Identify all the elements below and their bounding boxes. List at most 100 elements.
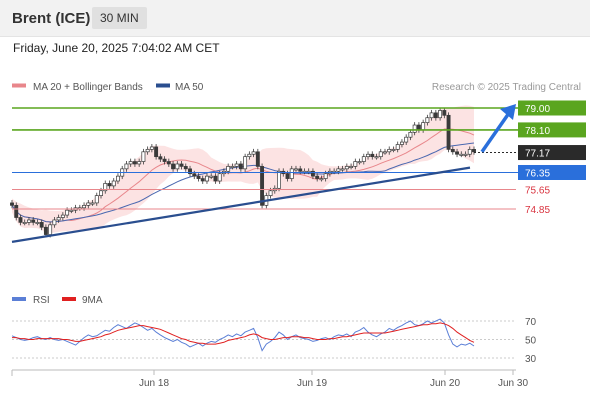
- candle-body: [192, 173, 197, 177]
- level-label: 79.00: [525, 104, 550, 115]
- candle-body: [230, 166, 235, 168]
- candle-body: [205, 175, 209, 182]
- candle-body: [370, 153, 375, 158]
- candle-body: [141, 151, 146, 162]
- candle-body: [31, 219, 36, 223]
- candle-body: [421, 122, 426, 131]
- candle-body: [366, 153, 370, 158]
- candle-body: [226, 166, 231, 172]
- rsi-legend: RSI 9MA: [12, 295, 103, 306]
- level-label: 77.17: [525, 149, 550, 160]
- candle-body: [90, 202, 95, 205]
- candle-body: [52, 219, 57, 226]
- candle-body: [429, 112, 434, 119]
- ma20-legend-label: MA 20 + Bollinger Bands: [33, 82, 143, 93]
- candle-body: [344, 166, 349, 170]
- header-bar: Brent (ICE) 30 MIN: [0, 0, 590, 37]
- ma50-legend-label: MA 50: [175, 82, 204, 93]
- candle-body: [336, 168, 341, 172]
- forecast-arrow-head: [500, 104, 516, 120]
- candle-body: [10, 202, 14, 206]
- candle-body: [298, 168, 303, 172]
- candle-body: [107, 183, 112, 187]
- timeframe-button[interactable]: 30 MIN: [92, 7, 147, 29]
- rsi-line: [11, 318, 475, 352]
- candle-body: [412, 124, 417, 133]
- candle-body: [404, 136, 409, 143]
- candle-body: [56, 217, 61, 221]
- candle-body: [455, 151, 459, 155]
- rsi-ma9-line: [12, 322, 475, 345]
- symbol-title: Brent (ICE): [12, 10, 91, 27]
- candle-body: [408, 131, 413, 138]
- ma50-legend-swatch: [156, 83, 170, 88]
- candle-body: [27, 219, 31, 223]
- candle-body: [35, 222, 40, 224]
- candle-body: [463, 153, 468, 156]
- time-tick-label: Jun 30: [498, 378, 528, 389]
- ma9-legend-label: 9MA: [82, 295, 103, 306]
- candle-body: [260, 166, 265, 206]
- candle-body: [387, 149, 392, 153]
- candle-body: [349, 166, 354, 168]
- rsi-panel: 70 50 30: [11, 317, 537, 365]
- candle-body: [69, 209, 74, 212]
- candle-body: [86, 202, 91, 206]
- candle-body: [116, 175, 120, 182]
- candle-body: [103, 183, 108, 192]
- candle-body: [425, 117, 430, 123]
- candle-body: [340, 168, 345, 171]
- candle-body: [395, 144, 400, 150]
- candle-body: [18, 217, 23, 223]
- candle-body: [43, 226, 48, 235]
- candle-body: [166, 161, 171, 165]
- candle-body: [175, 163, 180, 170]
- candle-body: [196, 175, 201, 179]
- candle-body: [391, 149, 396, 151]
- candle-body: [171, 163, 176, 170]
- time-tick-label: Jun 19: [297, 378, 327, 389]
- time-axis: Jun 18 Jun 19 Jun 20 Jun 30: [11, 369, 528, 389]
- candle-body: [289, 168, 294, 179]
- candle-body: [234, 163, 239, 167]
- level-tag: [518, 145, 586, 161]
- candle-body: [357, 161, 362, 164]
- candle-body: [128, 161, 133, 165]
- time-tick-label: Jun 20: [430, 378, 460, 389]
- candle-body: [361, 156, 366, 162]
- level-tag: [518, 164, 586, 180]
- candle-body: [60, 214, 65, 218]
- candle-body: [442, 110, 447, 116]
- candle-body: [137, 161, 142, 165]
- candle-body: [247, 153, 252, 158]
- candle-body: [315, 175, 320, 179]
- candle-body: [111, 180, 116, 187]
- level-tag: [518, 122, 586, 138]
- candle-body: [22, 222, 27, 224]
- candle-body: [467, 149, 472, 155]
- candle-body: [200, 178, 205, 182]
- candle-body: [472, 149, 476, 153]
- candle-body: [268, 190, 273, 196]
- candle-body: [446, 114, 451, 150]
- level-label: 76.35: [525, 168, 550, 179]
- candle-body: [255, 151, 260, 167]
- candle-body: [251, 151, 256, 155]
- rsi-legend-label: RSI: [33, 295, 50, 306]
- candle-body: [158, 156, 163, 160]
- candle-body: [277, 170, 281, 189]
- candle-body: [378, 151, 383, 158]
- candle-body: [99, 190, 103, 196]
- candle-body: [82, 204, 87, 209]
- level-tag: [518, 100, 586, 116]
- candle-body: [243, 156, 248, 170]
- candle-body: [459, 153, 464, 156]
- candle-body: [294, 168, 298, 171]
- candle-body: [48, 224, 53, 235]
- candle-body: [238, 163, 243, 170]
- candle-body: [213, 175, 218, 182]
- candle-body: [319, 178, 324, 181]
- candle-body: [94, 195, 99, 204]
- level-label: 74.85: [525, 205, 550, 216]
